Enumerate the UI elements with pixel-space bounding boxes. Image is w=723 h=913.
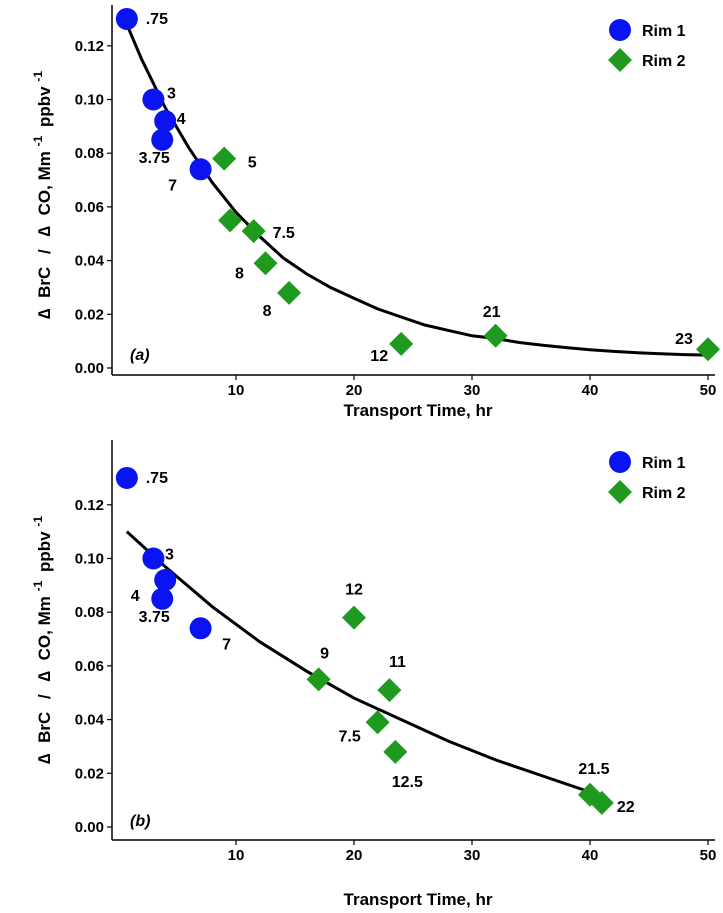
- point-label: 3.75: [139, 609, 170, 626]
- rim2-point: [218, 208, 243, 233]
- panel-b-chart: ∆ BrC / ∆ CO, Mm -1 ppbv -1 Transport Ti…: [27, 440, 717, 909]
- y-tick-label: 0.12: [75, 497, 104, 514]
- panel-a-y-axis-label: ∆ BrC / ∆ CO, Mm -1 ppbv -1: [27, 71, 54, 319]
- rim1-point: [154, 109, 177, 132]
- point-label: 7.5: [338, 728, 360, 745]
- rim2-point: [241, 219, 266, 244]
- point-label: 7: [222, 636, 231, 653]
- panel-b-panel-label: (b): [130, 813, 150, 830]
- point-label: 8: [263, 303, 272, 320]
- legend-label: Rim 1: [642, 23, 686, 40]
- x-tick-label: 30: [464, 382, 481, 399]
- y-tick-label: 0.10: [75, 551, 104, 568]
- panel-b-y-axis-label: ∆ BrC / ∆ CO, Mm -1 ppbv -1: [27, 516, 54, 764]
- point-label: 21: [483, 304, 501, 321]
- x-tick-label: 50: [700, 847, 717, 864]
- point-label: 21.5: [578, 761, 609, 778]
- point-label: 4: [177, 111, 186, 128]
- y-tick-label: 0.04: [75, 712, 105, 729]
- point-label: 4: [131, 588, 140, 605]
- point-label: 7: [168, 177, 177, 194]
- point-label: 22: [617, 799, 635, 816]
- rim1-point: [154, 568, 177, 591]
- y-tick-label: 0.10: [75, 92, 104, 109]
- point-label: 9: [320, 645, 329, 662]
- fit-curve: [125, 23, 709, 357]
- y-tick-label: 0.02: [75, 306, 104, 323]
- y-tick-label: 0.00: [75, 360, 104, 377]
- rim1-point: [151, 587, 174, 610]
- legend-rim1-marker: [609, 451, 631, 473]
- point-label: 11: [389, 654, 406, 671]
- rim2-point: [383, 739, 408, 764]
- point-label: 3: [167, 86, 176, 103]
- point-label: 7.5: [273, 225, 295, 242]
- x-tick-label: 10: [228, 847, 245, 864]
- rim2-point: [377, 678, 402, 703]
- legend-rim2-marker: [608, 48, 632, 72]
- point-label: 12.5: [392, 774, 423, 791]
- legend-label: Rim 2: [642, 53, 686, 70]
- fit-curve: [125, 530, 603, 797]
- legend-rim1-marker: [609, 19, 631, 41]
- panel-a-panel-label: (a): [130, 347, 150, 364]
- rim2-point: [212, 146, 237, 171]
- rim2-point: [589, 790, 614, 815]
- rim1-point: [115, 466, 138, 489]
- point-label: 12: [345, 582, 363, 599]
- legend-label: Rim 2: [642, 485, 686, 502]
- point-label: 3: [165, 547, 174, 564]
- point-label: 8: [235, 265, 244, 282]
- rim2-point: [342, 605, 366, 630]
- rim2-point: [277, 280, 302, 305]
- rim2-point: [306, 667, 331, 692]
- x-tick-label: 40: [582, 847, 599, 864]
- rim2-point: [389, 331, 414, 356]
- rim2-point: [253, 251, 278, 276]
- rim1-point: [142, 547, 165, 570]
- x-tick-label: 50: [700, 382, 717, 399]
- x-tick-label: 40: [582, 382, 599, 399]
- y-tick-label: 0.08: [75, 604, 104, 621]
- y-tick-label: 0.00: [75, 819, 104, 836]
- y-tick-label: 0.02: [75, 765, 104, 782]
- point-label: 5: [248, 155, 257, 172]
- rim2-point: [696, 337, 720, 362]
- rim2-point: [365, 710, 390, 735]
- point-label: .75: [146, 11, 168, 28]
- point-label: 23: [675, 331, 693, 348]
- y-tick-label: 0.06: [75, 199, 104, 216]
- x-tick-label: 20: [346, 847, 363, 864]
- rim1-point: [189, 617, 212, 640]
- y-tick-label: 0.08: [75, 145, 104, 162]
- panel-a-x-axis-label: Transport Time, hr: [344, 401, 493, 420]
- point-label: 12: [370, 348, 388, 365]
- point-label: .75: [146, 470, 168, 487]
- x-tick-label: 30: [464, 847, 481, 864]
- rim1-point: [115, 7, 138, 30]
- rim2-point: [483, 323, 508, 348]
- rim1-point: [189, 158, 212, 181]
- rim1-point: [142, 88, 165, 111]
- y-tick-label: 0.06: [75, 658, 104, 675]
- legend-rim2-marker: [608, 480, 632, 504]
- panel-a-chart: ∆ BrC / ∆ CO, Mm -1 ppbv -1 Transport Ti…: [27, 5, 720, 420]
- rim1-point: [151, 128, 174, 151]
- y-tick-label: 0.12: [75, 38, 104, 55]
- legend-label: Rim 1: [642, 455, 686, 472]
- x-tick-label: 20: [346, 382, 363, 399]
- x-tick-label: 10: [228, 382, 245, 399]
- panel-b-x-axis-label: Transport Time, hr: [344, 890, 493, 909]
- point-label: 3.75: [139, 150, 170, 167]
- y-tick-label: 0.04: [75, 253, 105, 270]
